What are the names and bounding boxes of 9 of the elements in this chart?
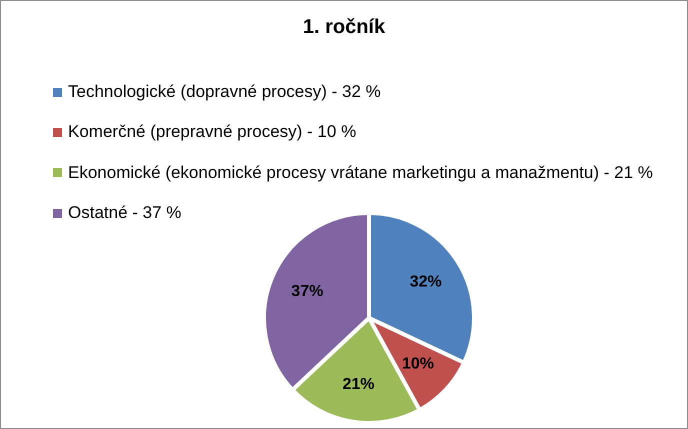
data-label: 10% xyxy=(402,356,434,372)
legend-label: Ekonomické (ekonomické procesy vrátane marketingu a manažmentu) - 21 % xyxy=(68,162,653,183)
legend-label: Komerčné (prepravné procesy) - 10 % xyxy=(68,122,356,142)
legend-label: Technologické (dopravné procesy) - 32 % xyxy=(68,82,381,102)
data-label: 21% xyxy=(342,376,375,393)
legend-label: Ostatné - 37 % xyxy=(68,203,182,224)
data-label: 32% xyxy=(410,273,442,290)
data-label: 37% xyxy=(291,282,324,300)
chart-title: 1. ročník xyxy=(302,16,386,39)
